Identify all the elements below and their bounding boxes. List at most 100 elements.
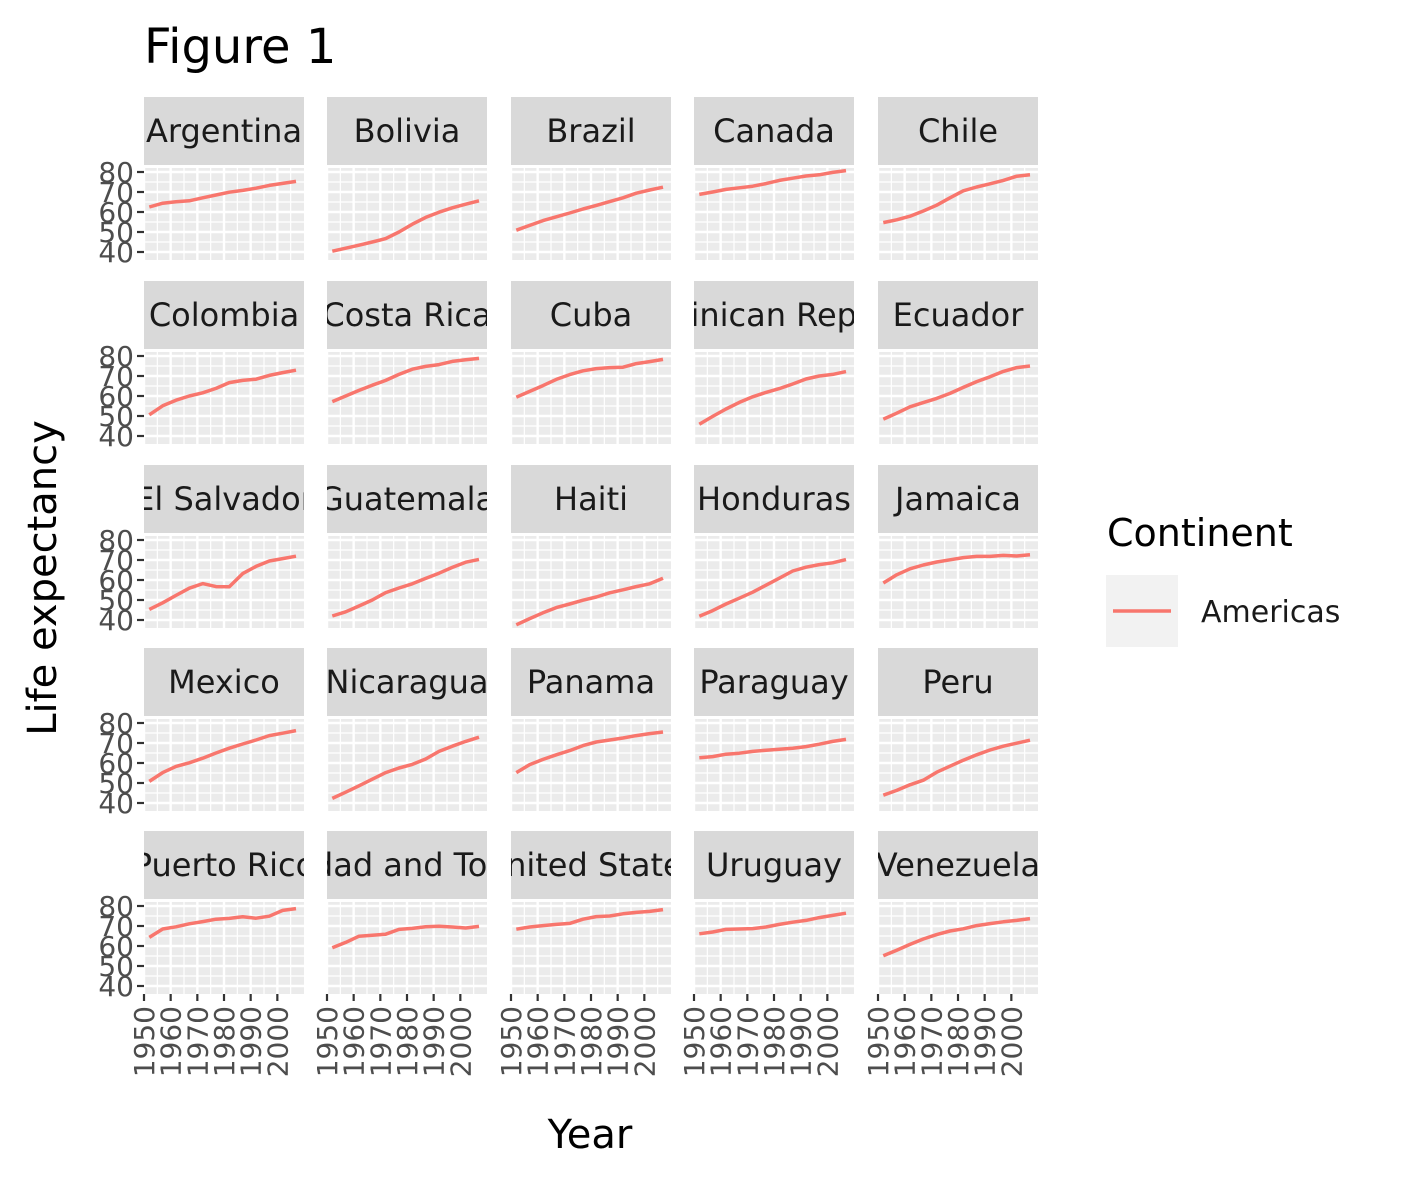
- panel-grid: [325, 902, 487, 994]
- series-line-puerto-rico: [148, 906, 297, 939]
- x-tick-label: 1970: [915, 1006, 948, 1077]
- x-tick-label: 1960: [889, 1006, 922, 1077]
- facet-guatemala: Guatemala: [325, 465, 487, 628]
- facet-peru: Peru: [876, 648, 1038, 811]
- facet-jamaica: Jamaica: [876, 465, 1038, 628]
- facet-strip: [694, 465, 854, 533]
- facet-strip-label: Brazil: [546, 112, 635, 150]
- series-line-cuba: [515, 357, 664, 399]
- panel-grid: [692, 168, 854, 260]
- panel-grid: [692, 719, 854, 811]
- y-tick-label: 60: [98, 564, 134, 597]
- x-axis-title: Year: [547, 1112, 633, 1158]
- panel-grid: [509, 168, 671, 260]
- y-tick-label: 80: [98, 156, 134, 189]
- facet-strip: [327, 281, 487, 349]
- panel-grid: [509, 536, 671, 628]
- x-tick-label: 1980: [391, 1006, 424, 1077]
- facet-strip: [327, 648, 487, 716]
- x-tick-label: 1990: [969, 1006, 1002, 1077]
- series-line-haiti: [515, 576, 664, 627]
- y-tick-label: 50: [98, 584, 134, 617]
- series-line-peru: [882, 738, 1031, 797]
- facet-strip-label: United States: [483, 846, 700, 884]
- y-tick-label: 70: [98, 176, 134, 209]
- series-line-dominican-republic: [698, 369, 847, 426]
- facet-strip-label: Bolivia: [354, 112, 461, 150]
- series-line-united-states: [516, 907, 664, 931]
- x-tick-label: 1960: [522, 1006, 555, 1077]
- x-tick-label: 1980: [575, 1006, 608, 1077]
- series-line-panama: [515, 730, 664, 775]
- panel-grid: [692, 536, 854, 628]
- y-tick-label: 40: [98, 970, 134, 1003]
- panel-grid: [142, 352, 304, 444]
- x-tick-label: 2000: [261, 1006, 294, 1077]
- facet-strip: [878, 465, 1038, 533]
- facet-strip-label: Uruguay: [706, 846, 842, 884]
- y-tick-label: 80: [98, 524, 134, 557]
- series-line-costa-rica: [331, 356, 480, 404]
- y-tick-label: 60: [98, 196, 134, 229]
- y-tick-label: 70: [98, 360, 134, 393]
- y-tick-label: 60: [98, 930, 134, 963]
- series-line-trinidad-and-tobago: [331, 924, 480, 950]
- facet-strip: [144, 97, 304, 165]
- panel-grid: [509, 352, 671, 444]
- series-line-mexico: [148, 728, 297, 783]
- series-line-brazil: [515, 185, 664, 232]
- facet-chile: Chile: [876, 97, 1038, 260]
- x-tick-label: 1980: [758, 1006, 791, 1077]
- facet-strip-label: Jamaica: [893, 480, 1021, 518]
- facet-strip-label: Cuba: [550, 296, 633, 334]
- facet-strip-label: El Salvador: [134, 480, 315, 518]
- panel-grid: [325, 536, 487, 628]
- y-tick-label: 50: [98, 400, 134, 433]
- facet-strip-label: Panama: [527, 663, 655, 701]
- facet-strip-label: Haiti: [554, 480, 628, 518]
- facet-strip-label: Chile: [918, 112, 998, 150]
- panel-grid: [876, 536, 1038, 628]
- series-line-nicaragua: [331, 735, 480, 800]
- x-tick-label: 1990: [235, 1006, 268, 1077]
- facet-strip-label: Venezuela: [876, 846, 1040, 884]
- y-tick-label: 50: [98, 216, 134, 249]
- facet-strip-label: Costa Rica: [322, 296, 491, 334]
- facet-ecuador: Ecuador: [876, 281, 1038, 444]
- facet-uruguay: Uruguay: [692, 831, 854, 994]
- facet-strip: [694, 97, 854, 165]
- x-tick-label: 1950: [311, 1006, 344, 1077]
- x-tick-label: 1990: [418, 1006, 451, 1077]
- panel-grid: [509, 902, 671, 994]
- facet-venezuela: Venezuela: [876, 831, 1040, 994]
- facet-paraguay: Paraguay: [692, 648, 854, 811]
- facet-honduras: Honduras: [692, 465, 854, 628]
- x-tick-label: 1950: [495, 1006, 528, 1077]
- x-tick-label: 1970: [364, 1006, 397, 1077]
- x-tick-label: 1950: [862, 1006, 895, 1077]
- x-tick-label: 2000: [995, 1006, 1028, 1077]
- facet-strip: [878, 281, 1038, 349]
- x-tick-label: 2000: [811, 1006, 844, 1077]
- y-tick-label: 70: [98, 727, 134, 760]
- legend-title: Continent: [1107, 511, 1293, 555]
- panel-grid: [509, 719, 671, 811]
- facet-strip: [327, 97, 487, 165]
- series-line-bolivia: [331, 199, 480, 253]
- series-line-guatemala: [331, 557, 480, 618]
- facet-strip-label: Trinidad and Tobago: [246, 846, 567, 884]
- facet-brazil: Brazil: [509, 97, 671, 260]
- facet-haiti: Haiti: [509, 465, 671, 628]
- facet-strip-label: Ecuador: [893, 296, 1025, 334]
- series-line-venezuela: [882, 916, 1031, 958]
- y-tick-label: 50: [98, 767, 134, 800]
- facet-strip: [511, 281, 671, 349]
- y-axis-title: Life expectancy: [20, 420, 66, 736]
